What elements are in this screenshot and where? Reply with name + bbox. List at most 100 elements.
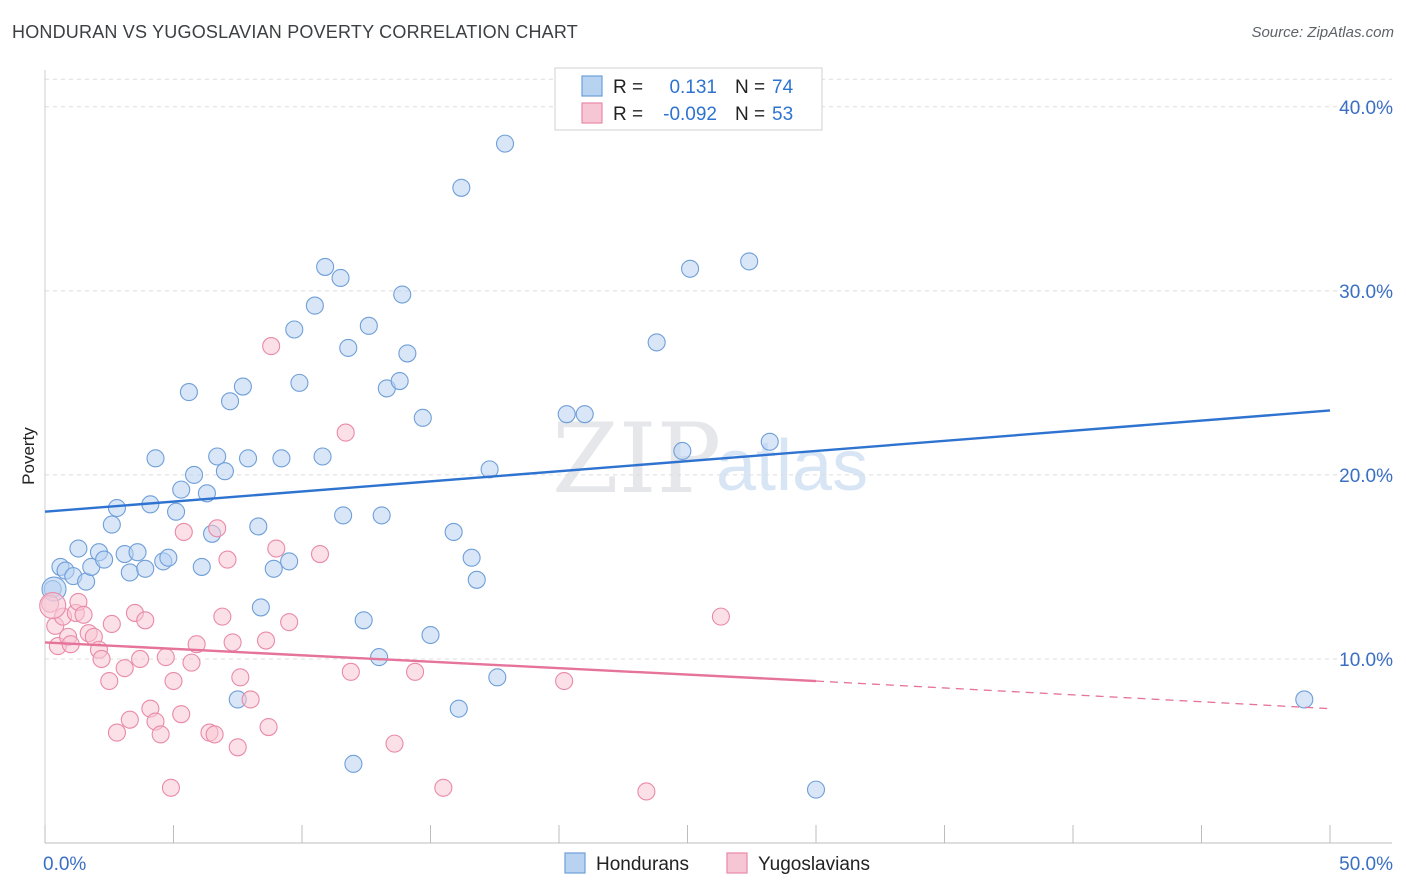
honduran-point bbox=[575, 405, 594, 424]
watermark-zip: ZIP bbox=[552, 403, 721, 515]
honduran-point bbox=[167, 502, 186, 521]
honduran-point bbox=[128, 543, 147, 562]
honduran-point bbox=[208, 447, 227, 466]
honduran-point bbox=[413, 408, 432, 427]
yugoslavian-point bbox=[711, 607, 730, 626]
honduran-point bbox=[339, 338, 358, 357]
honduran-point bbox=[69, 539, 88, 558]
gridlines bbox=[45, 78, 1392, 660]
honduran-point bbox=[495, 134, 515, 153]
yugoslavians-trend-line bbox=[44, 641, 817, 683]
yugoslavian-point bbox=[213, 607, 232, 626]
honduran-point bbox=[557, 405, 576, 424]
honduran-point bbox=[673, 441, 692, 461]
yugoslavian-point bbox=[637, 782, 656, 801]
yugoslavians-points bbox=[39, 337, 730, 801]
legend-hondurans-swatch bbox=[564, 852, 586, 874]
yugoslavian-point bbox=[131, 649, 150, 669]
honduran-point bbox=[1295, 690, 1314, 709]
honduran-point bbox=[344, 754, 363, 773]
chart-title: HONDURAN VS YUGOSLAVIAN POVERTY CORRELAT… bbox=[12, 22, 578, 42]
source-label: Source: ZipAtlas.com bbox=[1251, 24, 1394, 41]
x-tick-label: 0.0% bbox=[43, 854, 86, 875]
honduran-point bbox=[647, 333, 666, 352]
yugoslavian-point bbox=[406, 662, 425, 681]
legend-yugoslavians-label: Yugoslavians bbox=[758, 854, 870, 875]
honduran-point bbox=[290, 373, 309, 392]
yugoslavian-point bbox=[115, 659, 134, 678]
honduran-point bbox=[462, 548, 481, 567]
honduran-point bbox=[740, 252, 759, 271]
honduran-point bbox=[806, 780, 826, 799]
yugoslavian-point bbox=[310, 544, 330, 564]
yugoslavian-point bbox=[205, 725, 224, 744]
yugoslavian-point bbox=[151, 725, 170, 744]
honduran-point bbox=[172, 480, 191, 499]
yugoslavian-point bbox=[208, 519, 227, 538]
y-tick-label: 40.0% bbox=[1339, 98, 1393, 119]
stats-legend: R = 0.131 N = 74 R = -0.092 N = 53 bbox=[554, 67, 823, 131]
honduran-point bbox=[334, 506, 353, 525]
trend-lines bbox=[44, 409, 1331, 710]
legend-pink-swatch bbox=[581, 102, 603, 124]
honduran-point bbox=[760, 432, 779, 451]
honduran-point bbox=[285, 320, 304, 339]
honduran-point bbox=[444, 522, 463, 542]
yugoslavian-point bbox=[107, 723, 127, 742]
yugoslavian-point bbox=[161, 778, 180, 797]
series-legend: Hondurans Yugoslavians bbox=[564, 852, 870, 875]
honduran-point bbox=[249, 517, 268, 536]
yugoslavian-point bbox=[336, 423, 355, 442]
legend-n-label-2: N = bbox=[735, 104, 765, 125]
yugoslavian-point bbox=[182, 653, 201, 672]
honduran-point bbox=[390, 371, 409, 391]
honduran-point bbox=[146, 449, 165, 468]
honduran-point bbox=[393, 285, 412, 304]
yugoslavian-point bbox=[74, 605, 93, 624]
yugoslavian-point bbox=[241, 690, 260, 709]
legend-r-label-2: R = bbox=[613, 104, 643, 125]
watermark-atlas: atlas bbox=[716, 426, 868, 506]
yugoslavian-point bbox=[256, 631, 276, 650]
honduran-point bbox=[102, 515, 121, 534]
yugoslavian-point bbox=[102, 614, 121, 634]
honduran-point bbox=[488, 668, 507, 687]
yugoslavian-point bbox=[341, 662, 360, 681]
honduran-point bbox=[280, 552, 299, 571]
yugoslavian-point bbox=[164, 671, 183, 691]
legend-r-label-1: R = bbox=[613, 77, 643, 98]
honduran-point bbox=[305, 296, 324, 315]
honduran-point bbox=[233, 377, 252, 396]
honduran-point bbox=[95, 550, 114, 569]
honduran-point bbox=[251, 598, 270, 617]
hondurans-trend-line bbox=[44, 409, 1331, 513]
honduran-point bbox=[264, 559, 283, 578]
yugoslavian-point bbox=[434, 778, 453, 797]
legend-r-value-2: -0.092 bbox=[663, 104, 717, 125]
yugoslavian-point bbox=[555, 671, 574, 691]
yugoslavian-point bbox=[259, 717, 278, 737]
honduran-point bbox=[467, 570, 486, 589]
x-tick-label: 50.0% bbox=[1339, 854, 1393, 875]
honduran-point bbox=[354, 611, 373, 630]
honduran-point bbox=[185, 465, 204, 484]
y-tick-label: 30.0% bbox=[1339, 282, 1393, 303]
honduran-point bbox=[120, 563, 139, 582]
honduran-point bbox=[159, 548, 178, 567]
legend-r-value-1: 0.131 bbox=[669, 77, 717, 98]
honduran-point bbox=[449, 699, 468, 718]
honduran-point bbox=[681, 259, 700, 278]
honduran-point bbox=[452, 178, 471, 197]
honduran-point bbox=[136, 559, 155, 578]
legend-n-value-2: 53 bbox=[772, 104, 793, 125]
y-axis-title: Poverty bbox=[19, 427, 38, 485]
honduran-point bbox=[220, 392, 240, 411]
honduran-point bbox=[179, 383, 198, 402]
yugoslavian-point bbox=[136, 611, 155, 630]
legend-n-label-1: N = bbox=[735, 77, 765, 98]
honduran-point bbox=[331, 268, 350, 288]
yugoslavian-point-large bbox=[39, 592, 67, 620]
honduran-point bbox=[421, 625, 440, 645]
honduran-point bbox=[107, 498, 127, 518]
honduran-point bbox=[398, 344, 417, 363]
